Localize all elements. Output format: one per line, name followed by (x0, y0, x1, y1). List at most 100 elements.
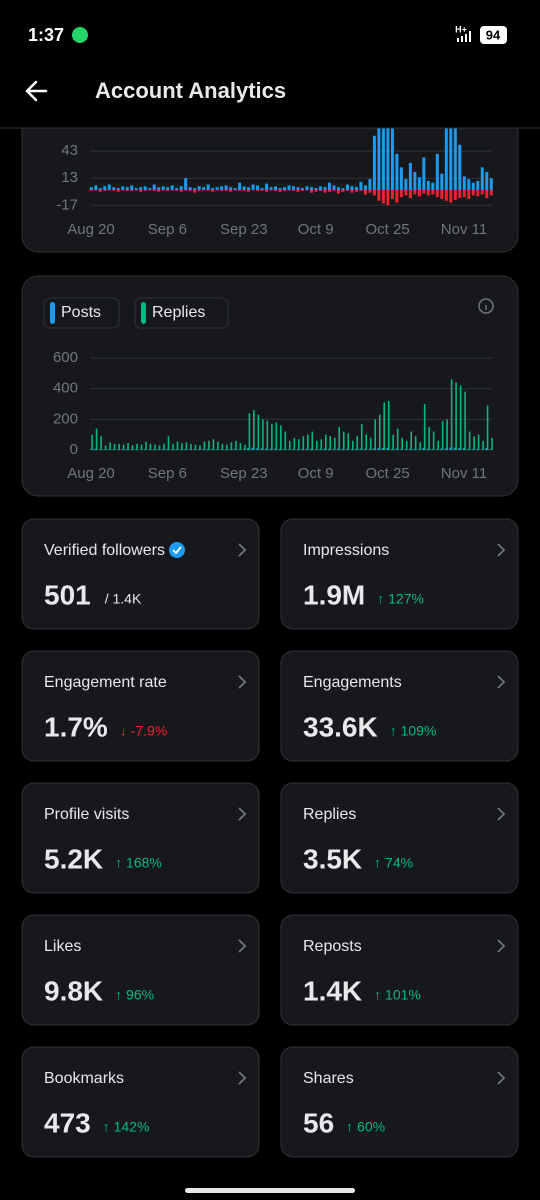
bar (408, 448, 411, 450)
bar (404, 179, 408, 190)
stat-card[interactable]: Impressions 1.9M ↑ 127% (280, 518, 519, 630)
bar (253, 410, 255, 450)
bar (278, 188, 282, 190)
bar (333, 437, 336, 450)
bar (148, 189, 152, 191)
bar (395, 189, 399, 203)
bar (468, 431, 471, 450)
bar (247, 189, 251, 192)
bar (184, 449, 186, 450)
verified-badge (168, 542, 185, 558)
bar (399, 167, 403, 190)
x-tick-label: Oct 25 (366, 221, 410, 238)
bar (107, 184, 111, 190)
bar (172, 443, 174, 450)
bar (143, 186, 147, 190)
stat-card[interactable]: Verified followers 501 / 1.4K (21, 518, 260, 630)
bar (158, 445, 161, 450)
back-button[interactable] (25, 80, 48, 102)
bar (489, 449, 492, 450)
bar (230, 442, 233, 450)
bar (440, 189, 444, 199)
bar (130, 189, 134, 191)
bar (399, 449, 402, 450)
bar (350, 449, 353, 450)
bar (107, 189, 111, 191)
x-tick-label: Oct 9 (298, 221, 334, 238)
bar (413, 171, 417, 190)
stat-card[interactable]: Bookmarks 473 ↑ 142% (21, 1046, 260, 1158)
bar (140, 444, 143, 450)
bar (197, 189, 201, 191)
bar (476, 180, 480, 190)
stat-change: ↑ 142% (103, 1119, 150, 1135)
bar (441, 420, 444, 450)
bar (274, 186, 278, 190)
bar (368, 189, 372, 193)
bar (417, 189, 421, 197)
x-tick-label: Oct 25 (366, 465, 410, 482)
bar (432, 431, 435, 450)
bar (265, 183, 269, 190)
stat-card[interactable]: Engagements 33.6K ↑ 109% (280, 650, 519, 762)
info-icon[interactable] (478, 298, 494, 314)
stat-card[interactable]: Reposts 1.4K ↑ 101% (280, 914, 519, 1026)
legend-chip[interactable]: Posts (43, 297, 120, 329)
stat-card[interactable]: Profile visits 5.2K ↑ 168% (21, 782, 260, 894)
x-tick-label: Aug 20 (67, 221, 115, 238)
bar (181, 443, 183, 450)
chevron (497, 543, 506, 557)
stat-card[interactable]: Replies 3.5K ↑ 74% (280, 782, 519, 894)
bar (166, 449, 168, 450)
legend-swatch (50, 302, 55, 324)
bar (485, 189, 489, 199)
stat-title: Engagements (303, 674, 402, 691)
stat-card[interactable]: Likes 9.8K ↑ 96% (21, 914, 260, 1026)
bar (320, 439, 323, 450)
bar (100, 436, 102, 450)
bar (125, 449, 128, 450)
bar (95, 428, 98, 450)
header-bg (0, 0, 540, 128)
bar (269, 187, 273, 190)
bar (467, 449, 469, 450)
bar (256, 189, 260, 191)
bar (179, 189, 183, 192)
stat-card-bg (21, 518, 260, 630)
header: 1:37 H+ 94 Account Analytics (0, 0, 540, 129)
bar (480, 189, 484, 195)
bar (94, 448, 96, 450)
bar (486, 405, 489, 450)
stat-card[interactable]: Shares 56 ↑ 60% (280, 1046, 519, 1158)
bar (283, 449, 285, 450)
bar (118, 443, 120, 450)
bar (446, 419, 448, 450)
bar (453, 77, 457, 190)
network-type: H+ (455, 24, 467, 34)
y-tick-label: 0 (70, 441, 78, 458)
bar (251, 189, 255, 191)
bar (220, 189, 224, 191)
x-tick-label: Oct 9 (298, 465, 334, 482)
bar (305, 448, 308, 450)
bar (341, 448, 344, 450)
x-tick-label: Nov 11 (441, 465, 487, 482)
battery-level: 94 (486, 27, 501, 42)
legend-chip[interactable]: Replies (134, 297, 229, 329)
bar (292, 186, 296, 190)
bar (435, 189, 439, 198)
bar (332, 449, 335, 450)
bar (378, 414, 381, 450)
bar (462, 189, 466, 198)
stat-card[interactable]: Engagement rate 1.7% ↓ -7.9% (21, 650, 260, 762)
bar (116, 189, 120, 192)
bar (98, 188, 102, 190)
bar (167, 436, 170, 450)
chevron (238, 1071, 247, 1085)
bar (431, 448, 433, 450)
bar (161, 186, 165, 190)
bar (342, 431, 345, 450)
bar (305, 186, 309, 190)
bar (404, 449, 406, 450)
legend-label: Posts (61, 304, 101, 321)
